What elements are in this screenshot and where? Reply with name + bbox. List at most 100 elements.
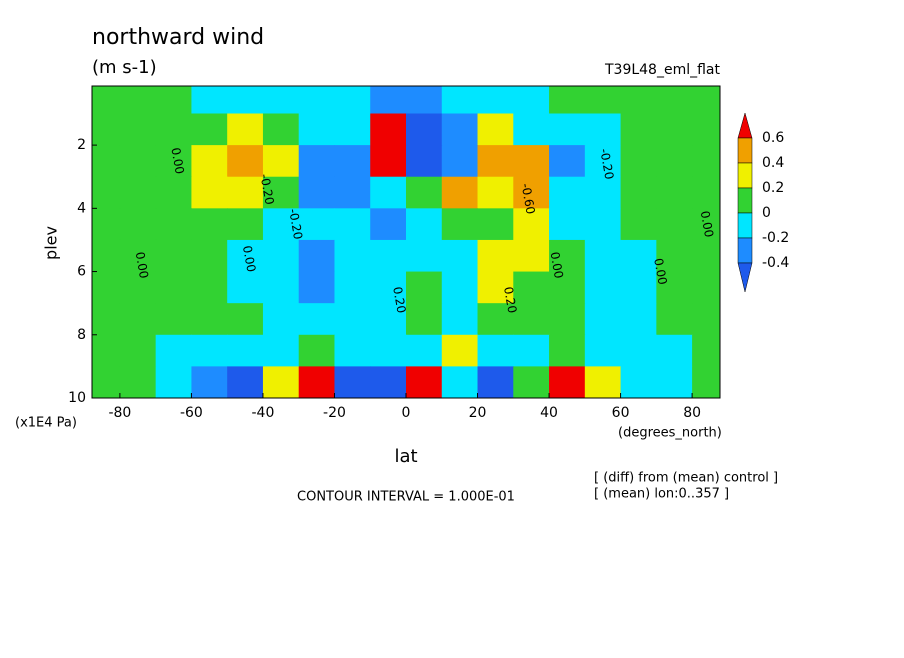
field-cell	[227, 239, 264, 273]
field-cell	[92, 176, 121, 209]
field-cell	[441, 208, 479, 241]
field-cell	[262, 239, 300, 273]
field-cell	[620, 176, 657, 209]
x-axis-unit: (degrees_north)	[618, 426, 722, 441]
field-cell	[620, 303, 657, 336]
field-cell	[370, 303, 407, 336]
field-cell	[513, 271, 550, 304]
field-cell	[298, 271, 335, 304]
field-cell	[477, 113, 514, 146]
field-cell	[692, 239, 720, 273]
field-cell	[656, 271, 693, 304]
field-cell	[262, 366, 300, 398]
field-cell	[513, 334, 550, 367]
field-cell	[549, 113, 586, 146]
field-cell	[155, 239, 192, 273]
field-cell	[370, 113, 407, 146]
field-cell	[584, 145, 622, 178]
contour-label: 0.00	[240, 244, 258, 273]
field-cell	[227, 176, 264, 209]
contour-label: -0.20	[257, 173, 276, 206]
chart-title: northward wind	[92, 25, 264, 50]
units: (m s-1)	[92, 57, 157, 78]
field-cell	[656, 176, 693, 209]
field-cell	[584, 176, 622, 209]
field-cell	[155, 271, 192, 304]
field-cell	[298, 303, 335, 336]
field-cell	[262, 271, 300, 304]
field-cell	[119, 145, 157, 178]
field-cell	[334, 239, 371, 273]
field-cell	[441, 113, 479, 146]
field-cell	[92, 303, 121, 336]
field-cell	[584, 86, 622, 115]
field-cell	[477, 271, 514, 304]
y-tick-label: 10	[68, 390, 86, 406]
colorbar-label: -0.2	[762, 230, 789, 246]
field-cell	[119, 366, 157, 398]
y-tick-label: 4	[77, 200, 86, 216]
field-cell	[692, 334, 720, 367]
x-tick-label: -60	[180, 405, 203, 421]
field-cell	[656, 366, 693, 398]
note: [ (diff) from (mean) control ]	[594, 471, 778, 486]
x-tick-label: 60	[612, 405, 630, 421]
field-cell	[298, 113, 335, 146]
field-cell	[584, 334, 622, 367]
field-cell	[92, 239, 121, 273]
field-cell	[119, 176, 157, 209]
field-cell	[370, 145, 407, 178]
field-cell	[656, 239, 693, 273]
field-cell	[441, 366, 479, 398]
field-cell	[191, 86, 228, 115]
field-cell	[370, 86, 407, 115]
field-cell	[92, 334, 121, 367]
field-cell	[298, 366, 335, 398]
y-axis-label: plev	[42, 226, 61, 260]
field-cell	[262, 113, 300, 146]
field-cell	[441, 176, 479, 209]
field-cell	[620, 86, 657, 115]
field-cell	[441, 86, 479, 115]
field-cell	[513, 208, 550, 241]
field-cell	[155, 113, 192, 146]
field-cell	[334, 366, 371, 398]
field-cell	[370, 239, 407, 273]
field-cell	[298, 208, 335, 241]
field-cell	[370, 334, 407, 367]
field-cell	[692, 271, 720, 304]
field-cell	[370, 366, 407, 398]
field-cell	[513, 86, 550, 115]
field-cell	[155, 334, 192, 367]
field-cell	[656, 303, 693, 336]
field-cell	[549, 271, 586, 304]
field-cell	[227, 86, 264, 115]
field-cell	[477, 366, 514, 398]
field-cell	[155, 145, 192, 178]
field-cell	[656, 334, 693, 367]
field-cell	[155, 208, 192, 241]
field-cell	[92, 86, 121, 115]
colorbar-swatch	[737, 162, 753, 189]
field-cell	[334, 176, 371, 209]
field-cell	[155, 86, 192, 115]
field-cell	[441, 239, 479, 273]
contour-label: 0.20	[501, 286, 519, 315]
field-cell	[656, 145, 693, 178]
field-cell	[191, 176, 228, 209]
field-cell	[620, 208, 657, 241]
field-cell	[513, 239, 550, 273]
field-cell	[334, 271, 371, 304]
field-cell	[692, 366, 720, 398]
field-cell	[155, 366, 192, 398]
field-cell	[92, 113, 121, 146]
contour-label: 0.00	[133, 251, 151, 280]
field-cell	[441, 334, 479, 367]
contour-label: 0.00	[651, 257, 669, 286]
field-cell	[406, 208, 443, 241]
field-cell	[513, 303, 550, 336]
field-cell	[692, 303, 720, 336]
field-cell	[298, 176, 335, 209]
